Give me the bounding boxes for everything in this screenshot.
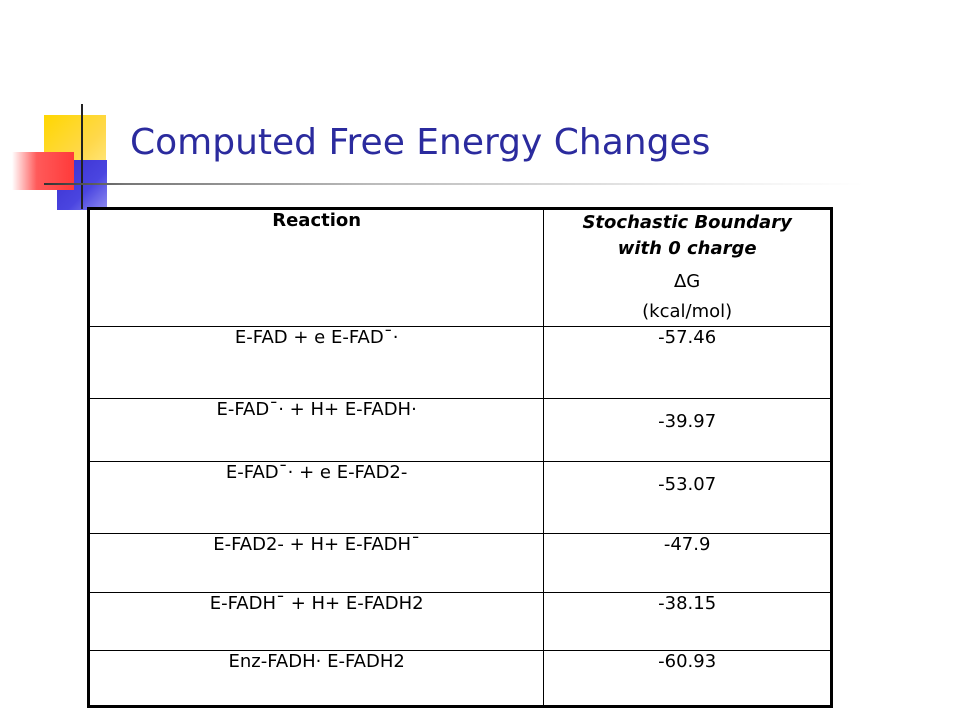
reaction-cell: E-FAD¯· + H+ E-FADH· — [89, 399, 544, 462]
header-value-line2: with 0 charge — [544, 236, 830, 262]
reaction-cell: Enz-FADH· E-FADH2 — [89, 651, 544, 707]
header-units: (kcal/mol) — [544, 298, 830, 326]
vertical-rule — [81, 104, 83, 209]
value-cell: -47.9 — [544, 534, 832, 593]
value-cell: -38.15 — [544, 593, 832, 651]
table-row: Enz-FADH· E-FADH2 -60.93 — [89, 651, 832, 707]
table-header-row: Reaction Stochastic Boundary with 0 char… — [89, 209, 832, 327]
table-row: E-FAD¯· + H+ E-FADH· -39.97 — [89, 399, 832, 462]
title-underline-rule — [44, 183, 864, 185]
value-cell: -60.93 — [544, 651, 832, 707]
table-row: E-FAD + e E-FAD¯· -57.46 — [89, 327, 832, 399]
reaction-cell: E-FADH¯ + H+ E-FADH2 — [89, 593, 544, 651]
value-cell: -39.97 — [544, 399, 832, 462]
header-delta-g: ∆G — [544, 268, 830, 296]
free-energy-table: Reaction Stochastic Boundary with 0 char… — [87, 207, 833, 708]
header-reaction: Reaction — [89, 209, 544, 327]
reaction-cell: E-FAD + e E-FAD¯· — [89, 327, 544, 399]
header-value: Stochastic Boundary with 0 charge ∆G (kc… — [544, 209, 832, 327]
reaction-cell: E-FAD2- + H+ E-FADH¯ — [89, 534, 544, 593]
table-row: E-FAD2- + H+ E-FADH¯ -47.9 — [89, 534, 832, 593]
table-row: E-FAD¯· + e E-FAD2- -53.07 — [89, 462, 832, 534]
header-value-line1: Stochastic Boundary — [544, 210, 830, 236]
reaction-cell: E-FAD¯· + e E-FAD2- — [89, 462, 544, 534]
value-cell: -57.46 — [544, 327, 832, 399]
table-row: E-FADH¯ + H+ E-FADH2 -38.15 — [89, 593, 832, 651]
value-cell: -53.07 — [544, 462, 832, 534]
slide-title: Computed Free Energy Changes — [130, 122, 710, 163]
